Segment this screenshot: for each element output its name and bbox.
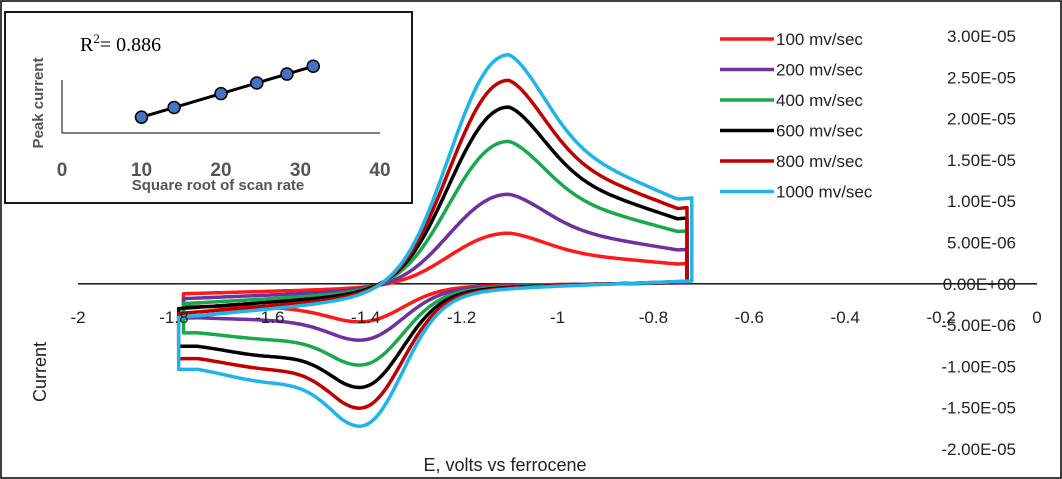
- inset-frame: [4, 11, 413, 204]
- inset-data-point: [250, 76, 264, 90]
- y-tick-label: -1.50E-05: [941, 399, 1016, 418]
- inset-data-point: [134, 110, 149, 124]
- y-tick-labels: 3.00E-05 2.50E-05 2.00E-05 1.50E-05 1.00E-05…: [941, 27, 1016, 459]
- r-squared-annotation: R2= 0.886: [80, 31, 161, 56]
- inset-data-point: [167, 100, 181, 115]
- y-tick-label: 1.50E-05: [947, 151, 1016, 170]
- y-tick-label: -5.00E-06: [941, 316, 1016, 335]
- inset-data-point: [306, 59, 320, 74]
- y-tick-label: 2.50E-05: [947, 68, 1016, 87]
- y-axis-title: Current: [30, 342, 50, 402]
- legend-entry: 400 mv/sec: [776, 91, 863, 110]
- y-tick-label: 0.00E+00: [943, 275, 1016, 294]
- x-tick-labels: -2 -1.8 -1.6 -1.4 -1.2 -1 -0.8 -0.6 -0.4 -0.2 0: [70, 308, 1041, 327]
- x-tick-label: -2: [70, 308, 85, 327]
- inset-x-tick-label: 0: [57, 160, 68, 181]
- x-axis-title: E, volts vs ferrocene: [423, 455, 586, 475]
- cv-series-line: [176, 53, 694, 428]
- x-tick-label: -1.8: [159, 308, 188, 327]
- x-tick-label: -0.6: [735, 308, 764, 327]
- y-tick-label: -2.00E-05: [941, 440, 1016, 459]
- legend-entry: 800 mv/sec: [776, 152, 863, 171]
- x-tick-label: -0.4: [831, 308, 860, 327]
- inset-x-tick-labels: 0 10 20 30 40: [57, 160, 391, 181]
- legend-entry: 600 mv/sec: [776, 122, 863, 141]
- legend: 100 mv/sec 200 mv/sec 400 mv/sec 600 mv/sec…: [720, 30, 873, 202]
- inset-x-tick-label: 30: [290, 160, 311, 181]
- legend-entry: 100 mv/sec: [776, 30, 863, 49]
- r-squared-superscript: 2: [93, 31, 100, 46]
- legend-entry: 1000 mv/sec: [776, 183, 873, 202]
- x-tick-label: -1.4: [351, 308, 380, 327]
- inset-points: [134, 59, 320, 124]
- cv-curves: [176, 53, 694, 428]
- x-tick-label: -1: [550, 308, 565, 327]
- x-tick-label: 0: [1032, 308, 1041, 327]
- x-tick-label: -0.2: [926, 308, 955, 327]
- inset-plot: R2= 0.886 0 10 20 30 40 Square root of scan …: [4, 11, 413, 204]
- inset-x-tick-label: 40: [369, 160, 390, 181]
- legend-entry: 200 mv/sec: [776, 61, 863, 80]
- inset-x-tick-label: 20: [210, 160, 231, 181]
- y-tick-label: 5.00E-06: [947, 234, 1016, 253]
- y-tick-label: 1.00E-05: [947, 192, 1016, 211]
- x-tick-label: -0.8: [639, 308, 668, 327]
- inset-x-tick-label: 10: [131, 160, 152, 181]
- inset-y-axis-title: Peak current: [30, 58, 47, 149]
- inset-data-point: [214, 86, 228, 101]
- x-tick-label: -1.6: [255, 308, 284, 327]
- y-tick-label: 3.00E-05: [947, 27, 1016, 46]
- r-squared-symbol: R: [80, 34, 94, 56]
- y-tick-label: 2.00E-05: [947, 110, 1016, 129]
- y-tick-label: -1.00E-05: [941, 357, 1016, 376]
- r-squared-value: = 0.886: [100, 34, 161, 56]
- x-tick-label: -1.2: [447, 308, 476, 327]
- inset-data-point: [280, 67, 294, 81]
- inset-x-axis-title: Square root of scan rate: [132, 177, 305, 194]
